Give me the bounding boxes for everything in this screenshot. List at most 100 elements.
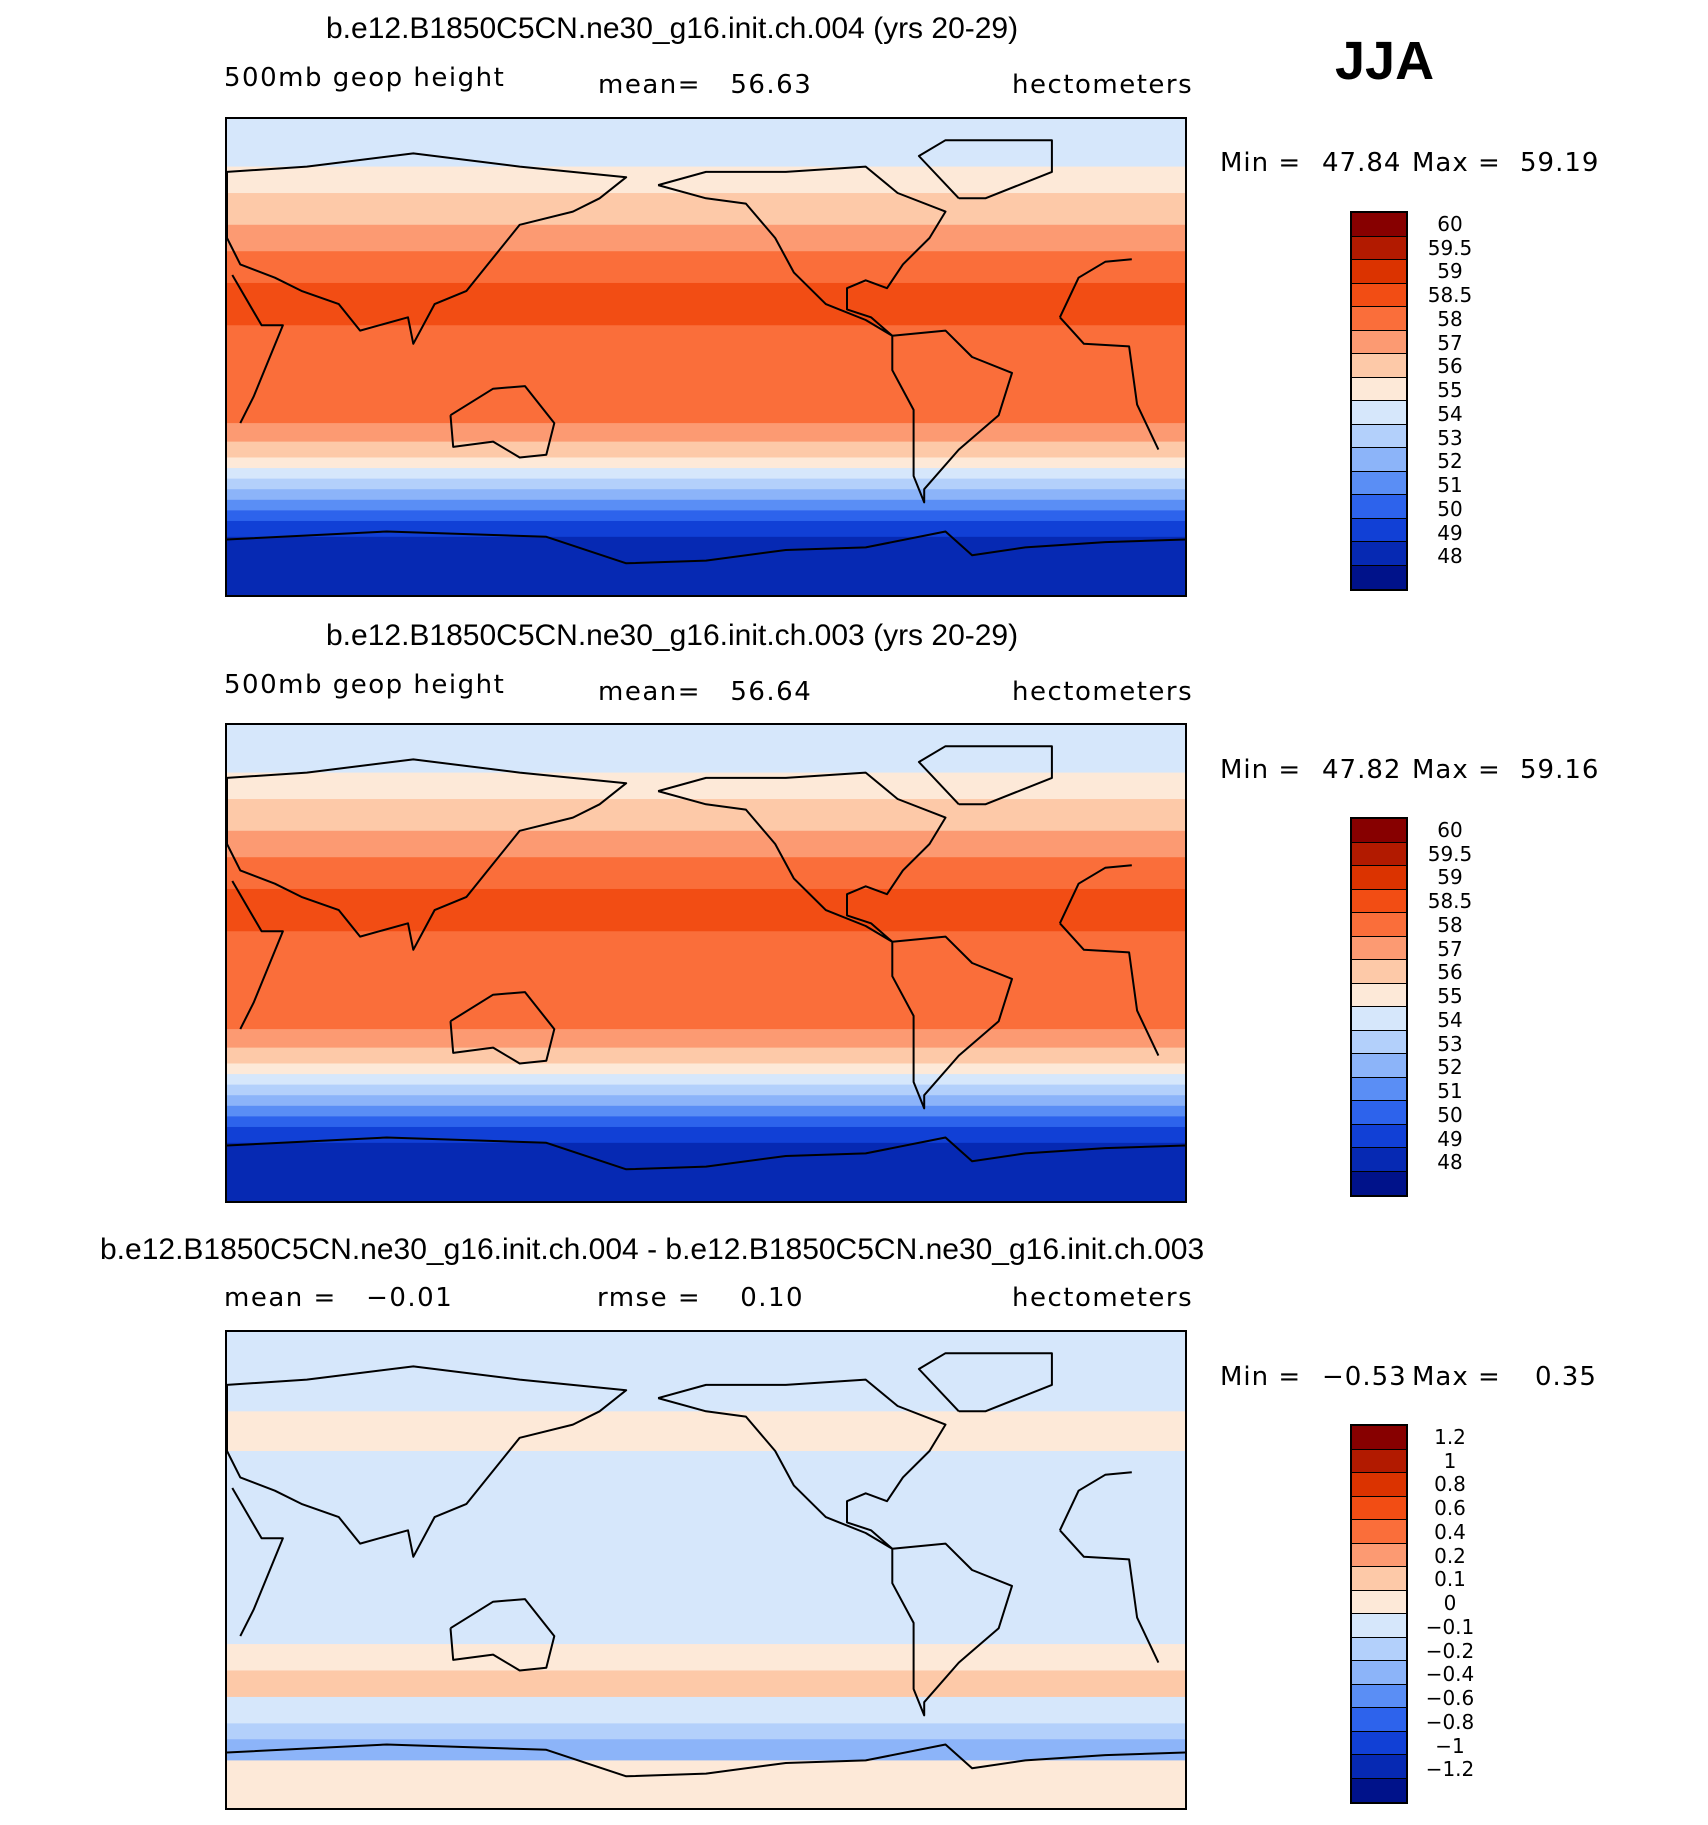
panel2-units: hectometers — [1012, 677, 1194, 707]
colorbar-label: 50 — [1437, 496, 1463, 521]
colorbar-swatch — [1352, 518, 1406, 542]
colorbar-label: 55 — [1437, 378, 1463, 402]
coastline — [449, 1598, 556, 1672]
coastline — [657, 165, 947, 337]
contour-band — [227, 1622, 1185, 1645]
colorbar-label: 60 — [1437, 211, 1463, 236]
coastline — [227, 1136, 1185, 1171]
panel2-title: b.e12.B1850C5CN.ne30_g16.init.ch.003 (yr… — [326, 619, 1019, 652]
colorbar-label: 56 — [1437, 354, 1463, 379]
colorbar-label: 59 — [1437, 865, 1463, 890]
colorbar-label: 59 — [1437, 259, 1463, 284]
colorbar-label: 50 — [1437, 1102, 1463, 1127]
colorbar-swatch — [1352, 448, 1406, 472]
colorbar-label: 1 — [1443, 1448, 1457, 1473]
colorbar-label: 52 — [1437, 449, 1463, 474]
colorbar-swatch — [1352, 1148, 1406, 1172]
colorbar-swatch — [1352, 1731, 1406, 1755]
contour-band — [227, 725, 1185, 752]
colorbar-label: 54 — [1437, 1007, 1463, 1032]
colorbar-label: 56 — [1437, 960, 1463, 985]
coastline — [227, 1743, 1185, 1778]
colorbar-label: 0.1 — [1434, 1567, 1466, 1592]
contour-band — [227, 1723, 1185, 1740]
colorbar-swatch — [1352, 960, 1406, 984]
panel3-colorbar — [1350, 1424, 1408, 1804]
panel3-units: hectometers — [1012, 1283, 1194, 1313]
contour-band — [227, 251, 1185, 284]
colorbar-label: 57 — [1437, 330, 1463, 355]
colorbar-label: 0.6 — [1434, 1496, 1466, 1520]
contour-band — [227, 1116, 1185, 1128]
contour-band — [227, 1517, 1185, 1624]
colorbar-label: 54 — [1437, 401, 1463, 426]
colorbar-swatch — [1352, 471, 1406, 495]
colorbar-label: 57 — [1437, 936, 1463, 961]
panel3-rmse: rmse = 0.10 — [597, 1283, 805, 1313]
colorbar-swatch — [1352, 1708, 1406, 1732]
contour-band — [227, 441, 1185, 458]
contour-band — [227, 989, 1185, 1030]
contour-band — [227, 888, 1185, 932]
contour-band — [227, 224, 1185, 252]
contour-band — [227, 119, 1185, 146]
colorbar-swatch — [1352, 1426, 1406, 1450]
colorbar-label: 52 — [1437, 1055, 1463, 1080]
colorbar-swatch — [1352, 260, 1406, 284]
contour-band — [227, 1105, 1185, 1117]
coastline — [657, 771, 947, 943]
contour-band — [227, 520, 1185, 538]
contour-band — [227, 1696, 1185, 1724]
colorbar-swatch — [1352, 565, 1406, 589]
contour-band — [227, 1074, 1185, 1086]
contour-band — [227, 830, 1185, 858]
colorbar-swatch — [1352, 283, 1406, 307]
colorbar-swatch — [1352, 1473, 1406, 1497]
colorbar-swatch — [1352, 1567, 1406, 1591]
panel1-mean: mean= 56.63 — [598, 70, 813, 100]
colorbar-swatch — [1352, 354, 1406, 378]
coastline — [231, 1471, 1160, 1664]
panel1-max-value: 59.19 — [1520, 148, 1600, 178]
contour-band — [227, 751, 1185, 774]
panel3-min-value: −0.53 — [1322, 1362, 1407, 1392]
contour-band — [227, 457, 1185, 469]
colorbar-swatch — [1352, 1054, 1406, 1078]
colorbar-swatch — [1352, 1614, 1406, 1638]
colorbar-swatch — [1352, 983, 1406, 1007]
colorbar-swatch — [1352, 236, 1406, 260]
contour-band — [227, 1760, 1185, 1808]
panel3-map — [225, 1330, 1187, 1810]
colorbar-swatch — [1352, 936, 1406, 960]
colorbar-swatch — [1352, 401, 1406, 425]
colorbar-swatch — [1352, 889, 1406, 913]
contour-band — [227, 1029, 1185, 1049]
panel3-max-label: Max = — [1412, 1362, 1501, 1392]
panel1-map — [225, 117, 1187, 597]
panel3-title: b.e12.B1850C5CN.ne30_g16.init.ch.004 - b… — [100, 1233, 1205, 1266]
panel2-variable: 500mb geop height — [224, 670, 506, 700]
colorbar-swatch — [1352, 1661, 1406, 1685]
colorbar-label: 58.5 — [1427, 283, 1473, 307]
contour-band — [227, 1411, 1185, 1452]
contour-band — [227, 1084, 1185, 1096]
colorbar-swatch — [1352, 1684, 1406, 1708]
contour-band — [227, 1739, 1185, 1761]
colorbar-swatch — [1352, 495, 1406, 519]
coastline — [917, 139, 1053, 200]
colorbar-label: 59.5 — [1427, 235, 1473, 260]
coastline — [657, 1378, 947, 1550]
colorbar-swatch — [1352, 819, 1406, 843]
colorbar-swatch — [1352, 1171, 1406, 1195]
coastline — [449, 991, 556, 1065]
colorbar-swatch — [1352, 1590, 1406, 1614]
panel2-mean: mean= 56.64 — [598, 677, 813, 707]
colorbar-swatch — [1352, 1007, 1406, 1031]
panel2-max-label: Max = — [1412, 755, 1501, 785]
panel1-units: hectometers — [1012, 70, 1194, 100]
colorbar-label: −1.2 — [1425, 1757, 1475, 1782]
contour-band — [227, 468, 1185, 480]
colorbar-label: 51 — [1437, 1079, 1463, 1103]
colorbar-label: 48 — [1437, 544, 1463, 569]
contour-band — [227, 166, 1185, 194]
